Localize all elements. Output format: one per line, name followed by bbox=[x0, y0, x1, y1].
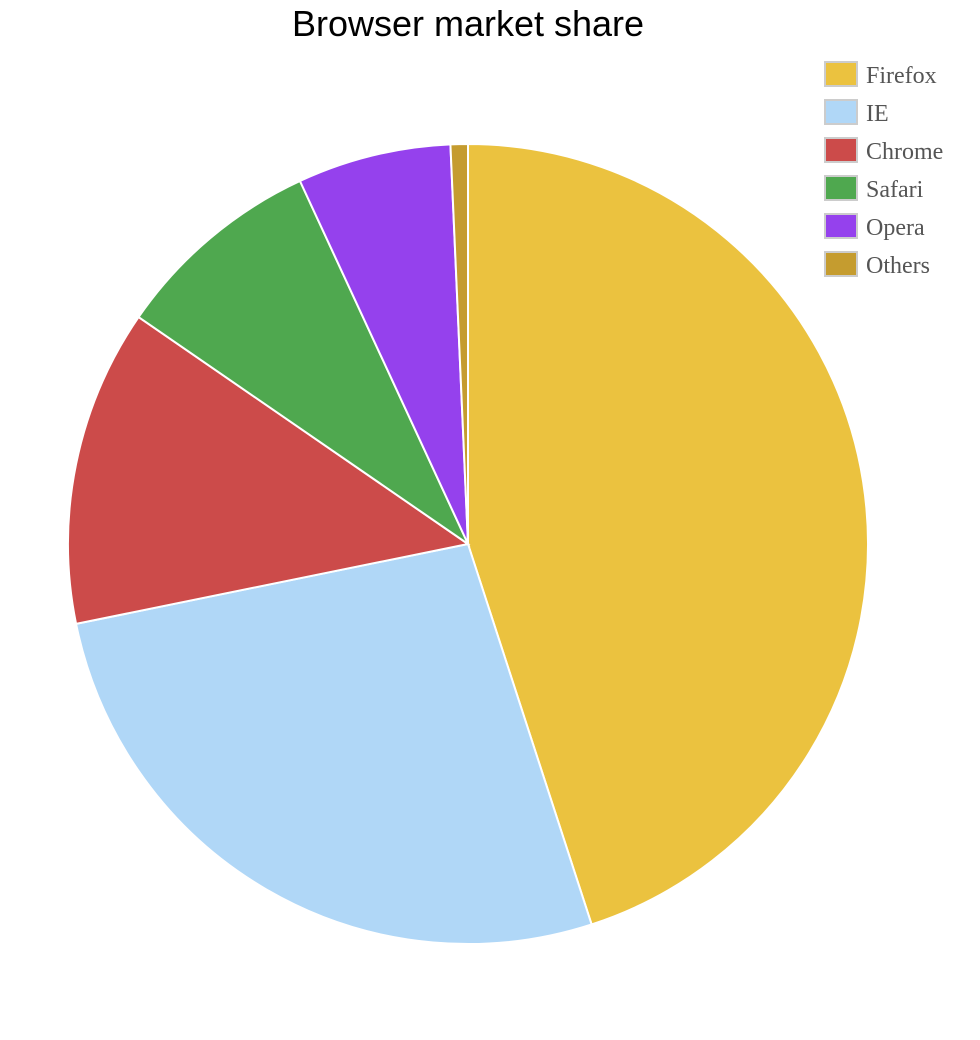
legend-label-others: Others bbox=[866, 253, 930, 279]
legend-swatch-others bbox=[824, 251, 858, 277]
legend-swatch-opera bbox=[824, 213, 858, 239]
pie-slice-ie bbox=[74, 542, 593, 945]
chart-title: Browser market share bbox=[292, 3, 644, 44]
pie-slices bbox=[67, 142, 869, 945]
legend-item-chrome: Chrome bbox=[824, 137, 943, 165]
pie-slice-others bbox=[449, 142, 469, 545]
pie-slice-safari bbox=[137, 179, 471, 547]
pie-slice-opera bbox=[298, 143, 469, 545]
legend-item-firefox: Firefox bbox=[824, 61, 937, 89]
legend-label-chrome: Chrome bbox=[866, 139, 943, 165]
legend-item-ie: IE bbox=[824, 99, 889, 127]
legend-swatch-ie bbox=[824, 99, 858, 125]
legend-label-opera: Opera bbox=[866, 215, 925, 241]
legend-swatch-chrome bbox=[824, 137, 858, 163]
legend-label-firefox: Firefox bbox=[866, 63, 937, 89]
legend-item-others: Others bbox=[824, 251, 930, 279]
legend-label-ie: IE bbox=[866, 101, 889, 127]
pie-slice-chrome bbox=[67, 315, 471, 626]
legend: Firefox IE Chrome Safari Opera Others bbox=[824, 61, 943, 279]
legend-label-safari: Safari bbox=[866, 177, 924, 203]
pie-slice-firefox bbox=[467, 142, 869, 926]
legend-item-opera: Opera bbox=[824, 213, 925, 241]
legend-swatch-firefox bbox=[824, 61, 858, 87]
legend-swatch-safari bbox=[824, 175, 858, 201]
legend-item-safari: Safari bbox=[824, 175, 924, 203]
